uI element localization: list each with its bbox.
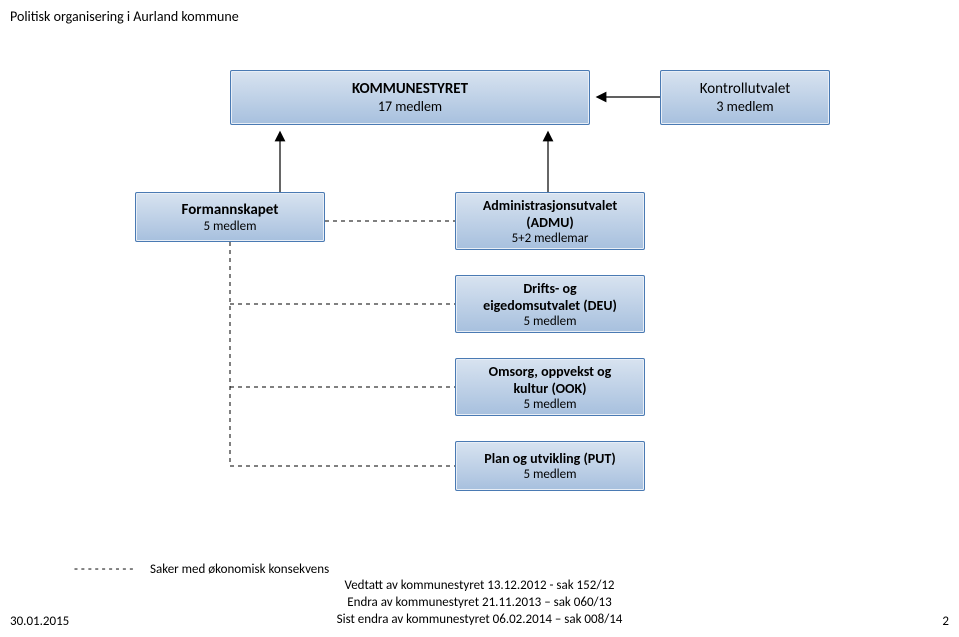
legend-text: Saker med økonomisk konsekvens bbox=[150, 562, 329, 577]
box-deu: Drifts- og eigedomsutvalet (DEU) 5 medle… bbox=[455, 275, 645, 333]
legend-dashes: - - - - - - - - - bbox=[74, 562, 133, 577]
kontrollutvalet-sub: 3 medlem bbox=[716, 98, 773, 115]
box-formannskapet: Formannskapet 5 medlem bbox=[135, 192, 325, 242]
ook-title: Omsorg, oppvekst og bbox=[489, 363, 612, 380]
admu-sub1: (ADMU) bbox=[526, 214, 573, 231]
kommunestyret-title: KOMMUNESTYRET bbox=[352, 80, 468, 98]
ook-title2: kultur (OOK) bbox=[513, 380, 586, 397]
deu-title: Drifts- og bbox=[523, 280, 576, 297]
box-ook: Omsorg, oppvekst og kultur (OOK) 5 medle… bbox=[455, 358, 645, 416]
admu-title: Administrasjonsutvalet bbox=[483, 197, 617, 214]
footer-line2: Endra av kommunestyret 21.11.2013 – sak … bbox=[0, 595, 959, 612]
footer-center: Vedtatt av kommunestyret 13.12.2012 - sa… bbox=[0, 578, 959, 629]
deu-title2: eigedomsutvalet (DEU) bbox=[483, 297, 617, 314]
kontrollutvalet-title: Kontrollutvalet bbox=[700, 80, 790, 98]
box-put: Plan og utvikling (PUT) 5 medlem bbox=[455, 441, 645, 491]
box-admu: Administrasjonsutvalet (ADMU) 5+2 medlem… bbox=[455, 192, 645, 250]
box-kontrollutvalet: Kontrollutvalet 3 medlem bbox=[660, 70, 830, 125]
box-kommunestyret: KOMMUNESTYRET 17 medlem bbox=[230, 70, 590, 125]
ook-sub: 5 medlem bbox=[523, 397, 576, 412]
formannskapet-title: Formannskapet bbox=[182, 201, 279, 219]
admu-sub2: 5+2 medlemar bbox=[512, 231, 589, 246]
page-title: Politisk organisering i Aurland kommune bbox=[10, 8, 239, 25]
put-title: Plan og utvikling (PUT) bbox=[484, 450, 615, 467]
footer-line3: Sist endra av kommunestyret 06.02.2014 –… bbox=[0, 612, 959, 629]
deu-sub: 5 medlem bbox=[523, 314, 576, 329]
footer-line1: Vedtatt av kommunestyret 13.12.2012 - sa… bbox=[0, 578, 959, 595]
page-number: 2 bbox=[942, 614, 949, 629]
put-sub: 5 medlem bbox=[523, 467, 576, 482]
kommunestyret-sub: 17 medlem bbox=[378, 98, 442, 115]
formannskapet-sub: 5 medlem bbox=[203, 219, 256, 234]
